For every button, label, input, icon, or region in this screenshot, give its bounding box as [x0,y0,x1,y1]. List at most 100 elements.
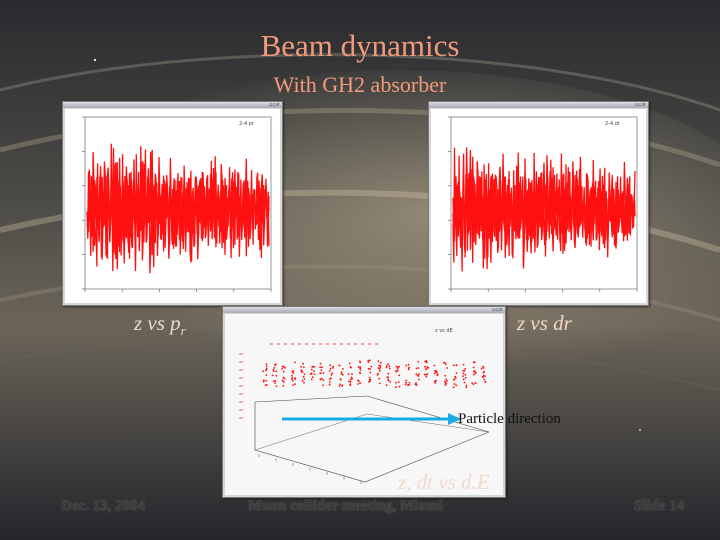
data-point [330,373,333,376]
data-point [338,364,341,367]
plot-window-z-vs-dr[interactable]: ▫▫× 2-4 dr [428,101,649,306]
data-point [405,364,407,367]
data-point [320,369,323,371]
data-point [387,379,390,382]
plot-legend: 2-4 pr [239,121,255,127]
data-point [452,386,455,389]
data-point [446,367,449,369]
data-point [310,368,313,371]
data-point [283,377,286,380]
data-point [347,373,350,375]
data-point [385,366,388,369]
data-point [462,370,464,372]
window-controls-icon[interactable]: ▫▫× [635,102,646,108]
data-point [435,371,437,373]
window-titlebar[interactable]: ▫▫× [223,307,505,313]
data-point [301,371,304,373]
data-point [329,367,332,370]
data-point [464,368,466,370]
data-point [274,380,277,382]
data-point [272,380,275,382]
data-point [405,381,407,384]
data-point [340,372,343,375]
data-point [282,384,285,387]
data-point [281,368,283,370]
data-point [359,382,361,384]
caption-z-vs-dr: z vs dr [517,311,572,335]
data-point [380,361,382,364]
data-point [303,378,306,380]
data-point [465,386,468,389]
data-point [303,366,305,369]
data-point [395,381,397,384]
window-titlebar[interactable]: ▫▫× [63,102,282,108]
data-point [377,372,379,375]
data-point [291,377,294,379]
data-point [275,385,278,388]
data-point [302,376,305,378]
data-point [424,365,426,368]
data-point [265,365,268,368]
data-point [385,365,388,367]
data-point [444,374,446,377]
window-controls-icon[interactable]: ▫▫× [269,102,280,108]
data-point [418,373,420,375]
data-point [273,367,276,369]
plot-window-z-vs-pr[interactable]: ▫▫× 2-4 pr [62,101,283,306]
z-dt-vs-dE-3d-plot: z vs dE [239,328,490,484]
caption-subscript: r [180,323,186,339]
data-point [275,363,277,365]
data-point [444,384,447,386]
data-point [415,373,418,376]
data-point [418,378,420,381]
data-point [407,363,410,366]
data-point [275,370,278,373]
window-controls-icon[interactable]: ▫▫× [492,307,503,313]
data-point [275,374,278,377]
data-point [328,370,331,372]
data-point [434,379,437,382]
data-point [385,384,388,387]
data-point [453,378,455,381]
data-point [474,372,477,375]
data-point [462,372,465,375]
data-point [292,372,295,374]
data-point [370,365,373,368]
plot-window-z-dt-vs-dE[interactable]: ▫▫× z vs dE [222,306,506,498]
data-point [310,372,313,375]
slide-title: Beam dynamics [260,28,460,63]
plot-area: z vs dE [225,314,503,495]
data-point [425,361,428,364]
data-point [433,372,436,375]
data-point [408,366,410,369]
data-point [321,377,323,380]
data-point [368,381,370,383]
data-point [445,382,448,385]
footer-event: Muon collider meeting, Miami [248,498,443,514]
data-point [423,373,426,376]
data-point [433,364,436,367]
data-point [386,376,389,379]
trace-line [452,147,636,270]
window-titlebar[interactable]: ▫▫× [429,102,648,108]
data-point [472,361,475,364]
data-point [462,363,465,366]
plot-area: 2-4 dr [431,109,646,303]
data-point [351,373,353,376]
data-point [319,362,322,365]
caption-z-dt-vs-dE: z, dt vs d.E [398,470,490,494]
data-point [415,382,417,384]
data-point [338,385,341,387]
data-point [377,360,380,363]
data-point [351,377,353,380]
data-point [303,373,306,376]
data-point [443,361,446,364]
caption-text: z vs p [134,311,181,335]
data-point [313,370,315,373]
data-point [349,384,352,387]
data-point [465,384,468,387]
data-point [483,370,485,373]
caption-z-vs-pr: z vs pr [134,311,186,339]
data-point [387,372,390,375]
data-point [462,375,464,377]
